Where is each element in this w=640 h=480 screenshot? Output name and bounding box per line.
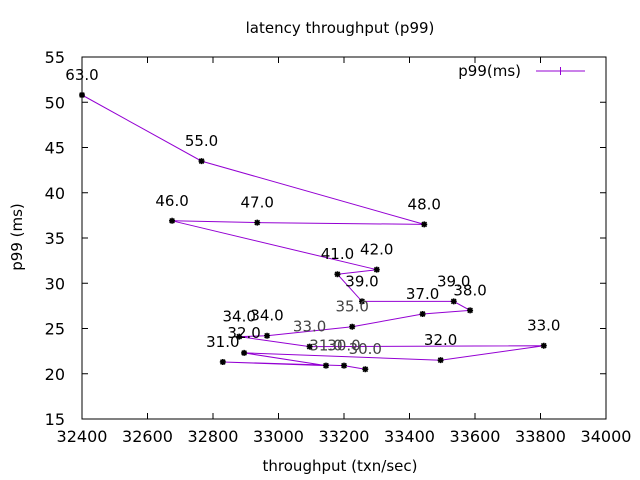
data-label: 38.0 <box>453 281 486 299</box>
y-tick-label: 40 <box>45 184 65 203</box>
legend: p99(ms) <box>458 62 585 80</box>
y-tick-label: 50 <box>45 93 65 112</box>
data-label: 34.0 <box>222 308 255 326</box>
data-point <box>198 158 205 165</box>
data-point <box>264 332 271 339</box>
data-label: 46.0 <box>155 192 188 210</box>
data-point <box>219 358 226 365</box>
data-point <box>306 343 313 350</box>
x-tick-label: 32600 <box>122 427 173 446</box>
data-label: 47.0 <box>241 194 274 212</box>
data-label: 42.0 <box>360 241 393 259</box>
data-label: 32.0 <box>424 331 457 349</box>
data-point <box>254 219 261 226</box>
data-point <box>359 298 366 305</box>
data-label: 48.0 <box>408 195 441 213</box>
x-tick-label: 34000 <box>581 427 632 446</box>
y-tick-label: 35 <box>45 229 65 248</box>
data-label: 33.0 <box>527 317 560 335</box>
data-point <box>349 323 356 330</box>
legend-label: p99(ms) <box>458 62 521 80</box>
data-point <box>236 333 243 340</box>
data-point <box>373 266 380 273</box>
x-tick-label: 33400 <box>384 427 435 446</box>
chart-title: latency throughput (p99) <box>246 19 435 37</box>
data-point <box>467 307 474 314</box>
legend-marker <box>556 67 565 75</box>
y-tick-label: 15 <box>45 410 65 429</box>
data-point <box>169 217 176 224</box>
y-tick-label: 55 <box>45 48 65 67</box>
ticks: 32400 32600 32800 33000 33200 33400 33600 33800… <box>45 48 632 446</box>
data-label: 55.0 <box>185 132 218 150</box>
data-label: 39.0 <box>345 272 378 290</box>
x-tick-label: 33200 <box>319 427 370 446</box>
y-tick-label: 45 <box>45 139 65 158</box>
data-point <box>437 357 444 364</box>
y-tick-label: 20 <box>45 365 65 384</box>
data-point <box>419 311 426 318</box>
y-axis-title: p99 (ms) <box>8 203 26 271</box>
y-tick-label: 25 <box>45 320 65 339</box>
data-label: 30.0 <box>327 337 360 355</box>
data-labels: 63.055.048.047.046.042.041.039.0 39.038.0… <box>65 66 560 358</box>
data-point <box>79 92 85 99</box>
x-tick-label: 33000 <box>253 427 304 446</box>
data-point <box>421 221 428 228</box>
data-label: 63.0 <box>65 66 98 84</box>
data-point <box>334 271 341 278</box>
data-point <box>322 362 329 369</box>
x-axis-title: throughput (txn/sec) <box>263 457 418 475</box>
x-tick-label: 32800 <box>188 427 239 446</box>
data-point <box>362 366 369 373</box>
series-markers <box>79 92 547 373</box>
data-point <box>341 362 347 369</box>
data-point <box>241 349 248 356</box>
data-label: 33.0 <box>293 318 326 336</box>
data-point <box>540 342 547 349</box>
data-label: 37.0 <box>406 285 439 303</box>
data-point <box>450 298 457 305</box>
data-label: 31.0 <box>206 333 239 351</box>
data-label: 31.0 <box>309 337 342 355</box>
y-tick-label: 30 <box>45 274 65 293</box>
x-tick-label: 33600 <box>450 427 501 446</box>
data-label: 30.0 <box>349 340 382 358</box>
series-line-p99 <box>81 94 544 370</box>
x-tick-label: 32400 <box>57 427 108 446</box>
data-label: 34.0 <box>250 307 283 325</box>
data-label: 35.0 <box>335 298 368 316</box>
data-label: 41.0 <box>321 245 354 263</box>
data-label: 32.0 <box>227 324 260 342</box>
x-tick-label: 33800 <box>515 427 566 446</box>
data-label: 39.0 <box>437 272 470 290</box>
